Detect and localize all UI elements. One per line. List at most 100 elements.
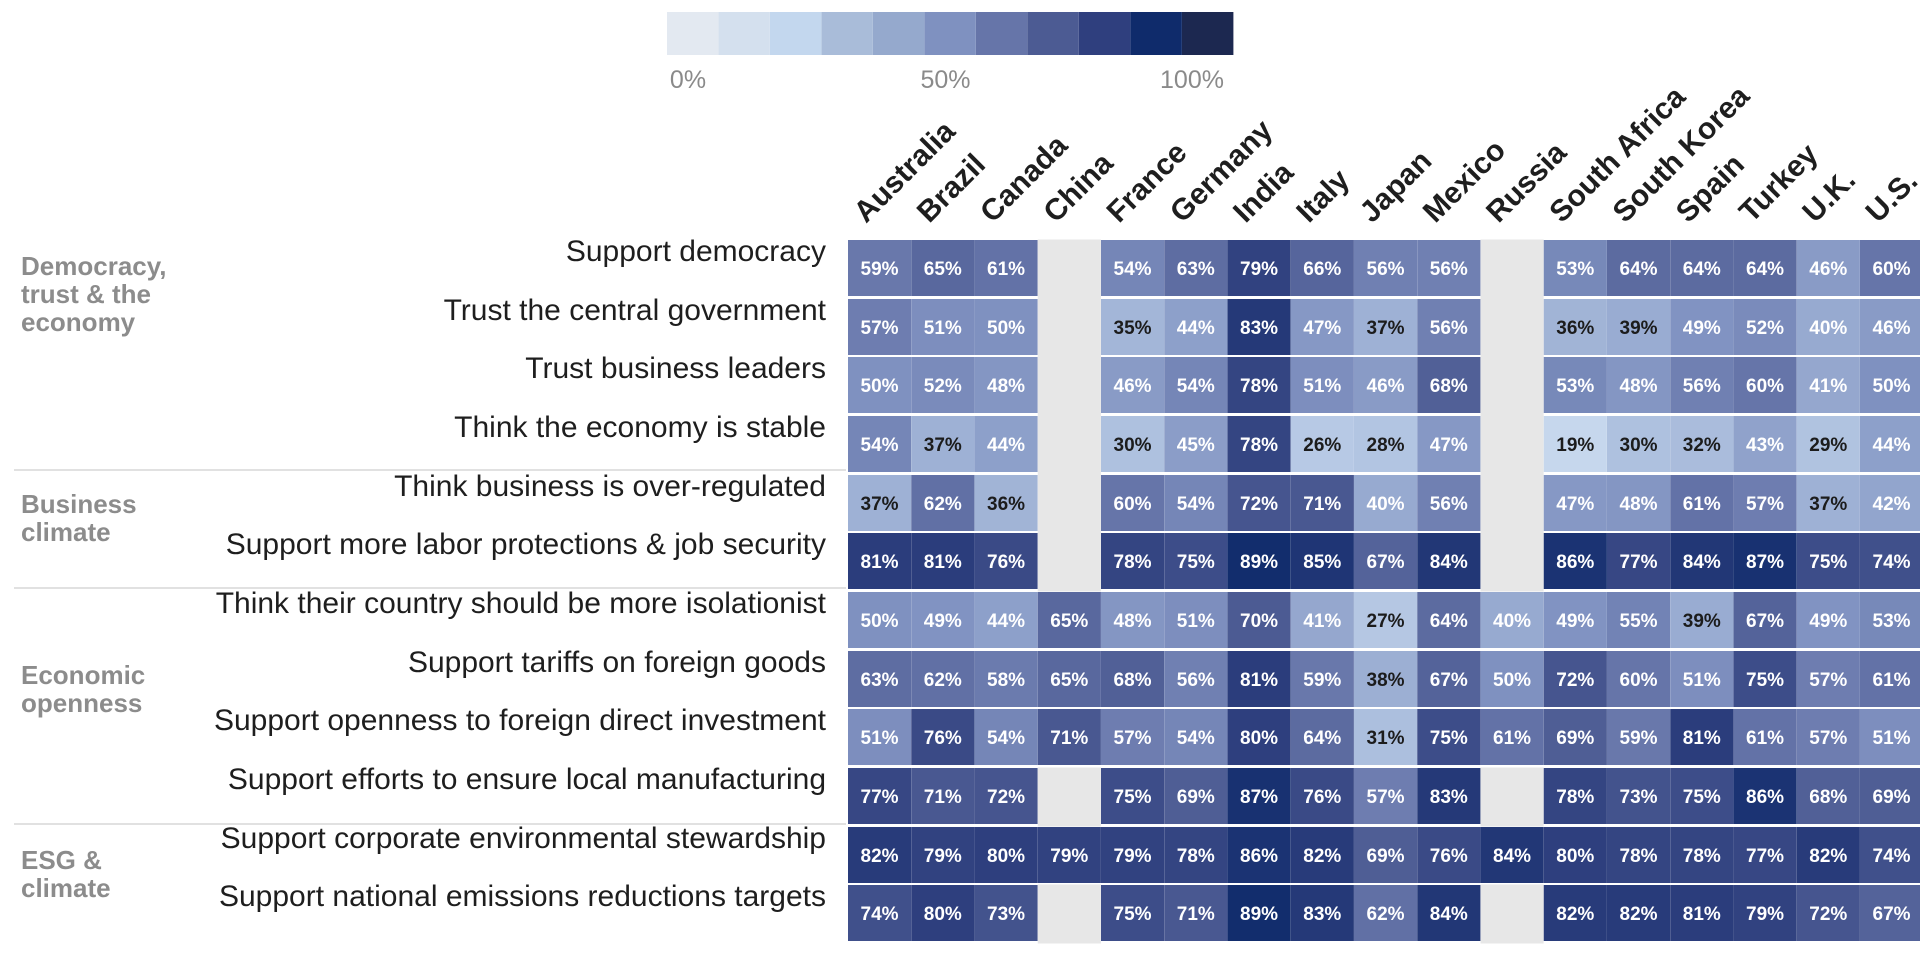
cell-missing-china [1037,298,1101,358]
cell-value-label: 61% [987,259,1025,280]
cell-australia [848,533,912,589]
cell-value-label: 41% [1809,376,1847,397]
cell-value-label: 61% [1493,728,1531,749]
cell-italy [1290,357,1354,413]
cell-spain [1670,651,1734,707]
cell-value-label: 53% [1556,259,1594,280]
cell-value-label: 68% [1114,670,1152,691]
cell-brazil [911,885,975,941]
cell-south-africa [1543,592,1607,648]
cell-missing-russia [1480,356,1544,416]
cell-value-label: 48% [1114,611,1152,632]
cell-value-label: 19% [1556,435,1594,456]
cell-india [1227,827,1291,883]
cell-china [1037,827,1101,883]
cell-value-label: 71% [1177,904,1215,925]
cell-value-label: 78% [1114,552,1152,573]
cell-value-label: 79% [1050,846,1088,867]
cell-value-label: 60% [1114,494,1152,515]
cell-value-label: 46% [1809,259,1847,280]
cell-turkey [1733,475,1797,531]
cell-south-africa [1543,768,1607,824]
cell-value-label: 81% [1683,728,1721,749]
cell-value-label: 53% [1873,611,1911,632]
cell-value-label: 56% [1177,670,1215,691]
cell-france [1101,885,1165,941]
cell-japan [1354,299,1418,355]
cell-value-label: 51% [1873,728,1911,749]
cell-missing-china [1037,356,1101,416]
row-label-support-openness-to-foreign-direct-investment: Support openness to foreign direct inves… [214,704,827,737]
cell-russia [1480,592,1544,648]
cell-turkey [1733,240,1797,296]
cell-missing-china [1037,884,1101,944]
cell-italy [1290,533,1354,589]
cell-turkey [1733,299,1797,355]
cell-spain [1670,885,1734,941]
cell-canada [974,827,1038,883]
cell-mexico [1417,475,1481,531]
cell-u-s [1860,299,1920,355]
cell-value-label: 74% [1873,846,1911,867]
cell-value-label: 64% [1303,728,1341,749]
cell-u-s [1860,827,1920,883]
cell-brazil [911,533,975,589]
cell-value-label: 82% [1556,904,1594,925]
cell-south-korea [1607,827,1671,883]
cell-value-label: 59% [861,259,899,280]
row-label-trust-the-central-government: Trust the central government [444,294,827,327]
cell-south-africa [1543,709,1607,765]
cell-brazil [911,475,975,531]
cell-canada [974,885,1038,941]
cell-value-label: 65% [1050,670,1088,691]
cell-value-label: 61% [1746,728,1784,749]
cell-value-label: 49% [1556,611,1594,632]
column-label-u-s: U.S. [1860,164,1920,229]
cell-value-label: 73% [1620,787,1658,808]
cell-value-label: 77% [1620,552,1658,573]
cell-u-k [1796,592,1860,648]
country-column-labels: AustraliaBrazilCanadaChinaFranceGermanyI… [848,79,1920,229]
cell-value-label: 74% [1873,552,1911,573]
cell-south-africa [1543,475,1607,531]
cell-south-korea [1607,299,1671,355]
cell-germany [1164,475,1228,531]
legend-swatch-3 [821,12,873,55]
cell-south-africa [1543,827,1607,883]
cell-south-korea [1607,709,1671,765]
cell-value-label: 74% [861,904,899,925]
cell-south-africa [1543,651,1607,707]
cell-value-label: 47% [1556,494,1594,515]
cell-value-label: 69% [1367,846,1405,867]
cell-value-label: 54% [861,435,899,456]
cell-australia [848,416,912,472]
cell-value-label: 80% [987,846,1025,867]
cell-u-s [1860,885,1920,941]
cell-brazil [911,299,975,355]
cell-value-label: 62% [924,670,962,691]
cell-value-label: 76% [1430,846,1468,867]
cell-value-label: 77% [861,787,899,808]
cell-australia [848,240,912,296]
row-label-support-national-emissions-reductions-targets: Support national emissions reductions ta… [219,880,826,913]
cell-missing-russia [1480,884,1544,944]
cell-value-label: 44% [1177,318,1215,339]
column-label-japan: Japan [1354,144,1439,229]
cell-value-label: 82% [1620,904,1658,925]
cell-india [1227,299,1291,355]
cell-value-label: 78% [1177,846,1215,867]
cell-india [1227,651,1291,707]
cell-value-label: 49% [1809,611,1847,632]
cell-france [1101,299,1165,355]
cell-value-label: 56% [1683,376,1721,397]
cell-canada [974,709,1038,765]
cell-value-label: 72% [987,787,1025,808]
cell-value-label: 61% [1683,494,1721,515]
cell-value-label: 78% [1240,435,1278,456]
cell-missing-china [1037,415,1101,475]
cell-mexico [1417,885,1481,941]
cell-canada [974,651,1038,707]
cell-value-label: 26% [1303,435,1341,456]
cell-value-label: 76% [987,552,1025,573]
cell-germany [1164,827,1228,883]
